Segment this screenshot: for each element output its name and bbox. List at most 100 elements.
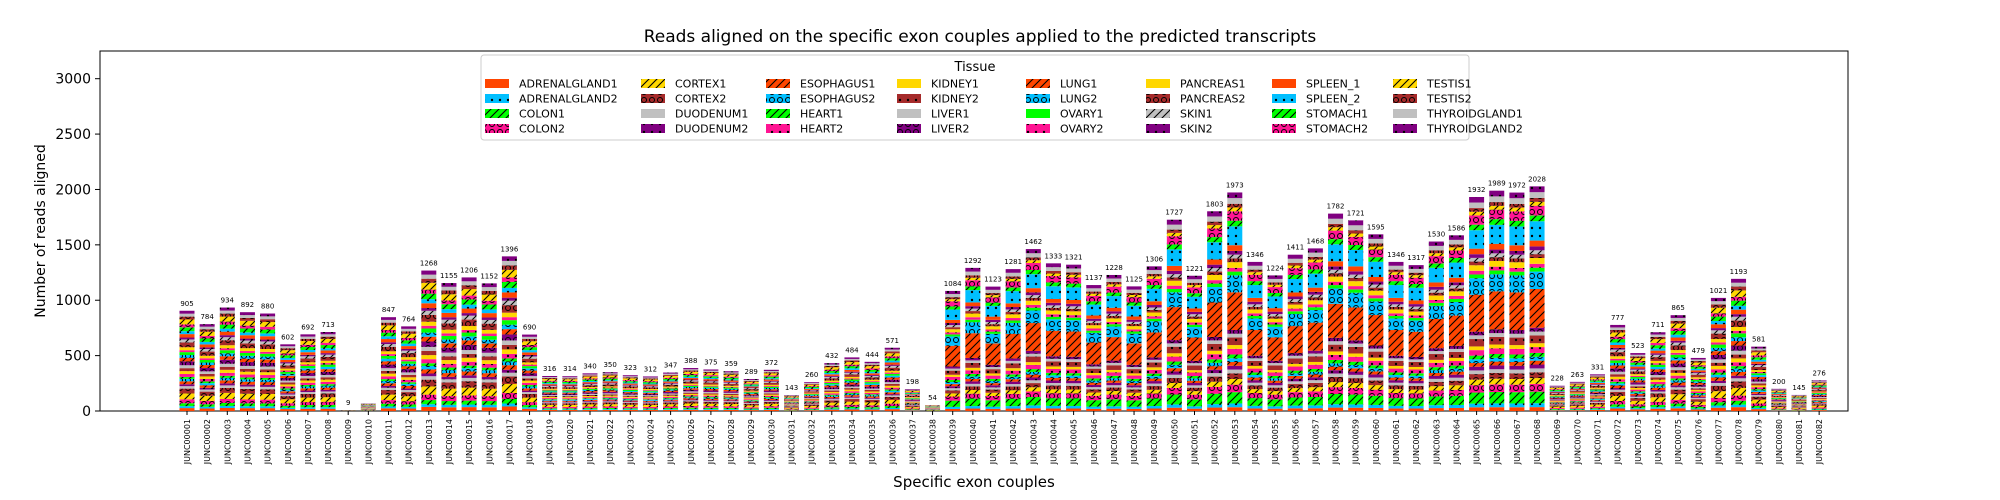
bar-segment-colon1	[1166, 394, 1182, 405]
bar-segment-kidney1	[1630, 387, 1646, 390]
bar-segment-skin1	[1690, 373, 1706, 375]
bar-segment-colon2	[1731, 395, 1747, 401]
bar-segment-colon2	[1630, 404, 1646, 407]
legend-label: OVARY1	[1060, 108, 1103, 121]
bar-JUNC00074	[1650, 332, 1666, 411]
legend-item-spleen_1: SPLEEN_1	[1272, 78, 1360, 91]
bar-segment-adrenalgland2	[1731, 404, 1747, 408]
bar-segment-liver2	[824, 387, 840, 390]
bar-segment-cortex2	[1348, 378, 1364, 384]
bar-segment-adrenalgland2	[1066, 405, 1082, 409]
bar-segment-heart2	[1388, 368, 1404, 373]
bar-segment-duodenum2	[1247, 380, 1263, 383]
bar-total-label: 523	[1631, 342, 1644, 350]
bar-segment-colon2	[1408, 393, 1424, 399]
bar-segment-kidney2	[1005, 363, 1021, 369]
bar-segment-duodenum2	[1025, 377, 1041, 381]
bar-total-label: 1193	[1730, 268, 1748, 276]
bar-segment-lung1	[1408, 331, 1424, 357]
bar-segment-thyroidgland2	[501, 256, 517, 261]
bar-total-label: 444	[865, 351, 879, 359]
bar-segment-spleen_1	[1650, 350, 1666, 354]
bar-segment-ovary1	[1811, 393, 1827, 394]
bar-segment-skin1	[1469, 257, 1485, 262]
bar-segment-ovary1	[280, 371, 296, 374]
legend-item-testis1: TESTIS1	[1393, 78, 1472, 91]
bar-segment-liver2	[1489, 329, 1505, 334]
legend-item-colon2: COLON2	[485, 123, 565, 136]
bar-segment-liver2	[421, 341, 437, 347]
bar-segment-heart1	[884, 389, 900, 391]
bar-segment-testis1	[1408, 275, 1424, 278]
bar-segment-stomach1	[441, 304, 457, 310]
bar-segment-heart1	[703, 396, 719, 398]
bar-segment-spleen_1	[804, 388, 820, 390]
bar-segment-cortex1	[1247, 389, 1263, 394]
bar-segment-testis2	[1207, 221, 1223, 226]
bar-segment-colon2	[1610, 400, 1626, 405]
bar-segment-ovary1	[642, 390, 658, 392]
bar-segment-testis1	[1227, 207, 1243, 212]
bar-segment-spleen_1	[1489, 243, 1505, 250]
bar-segment-heart2	[239, 374, 255, 378]
bar-segment-duodenum1	[179, 386, 195, 389]
x-tick-label: JUNC00003	[223, 419, 232, 465]
bar-segment-adrenalgland2	[1710, 405, 1726, 408]
bar-segment-esophagus1	[1428, 373, 1444, 376]
bar-segment-pancreas2	[763, 382, 779, 385]
bar-JUNC00028	[723, 371, 739, 411]
bar-segment-pancreas1	[1207, 274, 1223, 281]
bar-JUNC00012	[401, 326, 417, 411]
bar-segment-cortex1	[1328, 382, 1344, 388]
bar-segment-adrenalgland1	[622, 409, 638, 411]
bar-segment-heart2	[1751, 387, 1767, 390]
bar-segment-heart1	[441, 367, 457, 371]
bar-total-label: 1228	[1105, 264, 1123, 272]
bar-segment-lung2	[622, 391, 638, 393]
bar-segment-adrenalgland2	[642, 409, 658, 410]
bar-segment-esophagus1	[824, 396, 840, 399]
bar-segment-esophagus1	[1751, 391, 1767, 394]
bar-segment-cortex2	[1066, 385, 1082, 390]
bar-segment-colon2	[1166, 387, 1182, 395]
bar-segment-adrenalgland1	[884, 409, 900, 411]
bar-segment-kidney1	[1247, 366, 1263, 369]
bar-segment-skin1	[743, 388, 759, 390]
bar-segment-kidney2	[844, 388, 860, 390]
bar-segment-cortex2	[683, 401, 699, 404]
bar-segment-cortex1	[824, 402, 840, 406]
bar-segment-testis2	[602, 374, 618, 376]
bar-segment-testis1	[1207, 225, 1223, 229]
bar-segment-pancreas1	[1529, 258, 1545, 264]
bar-segment-liver1	[703, 392, 719, 394]
bar-segment-thyroidgland1	[582, 374, 598, 376]
bar-segment-skin2	[461, 313, 477, 316]
bar-segment-kidney2	[300, 378, 316, 381]
bar-JUNC00061	[1388, 261, 1404, 411]
bar-segment-esophagus1	[1126, 383, 1142, 386]
bar-segment-heart1	[461, 365, 477, 369]
bar-segment-colon1	[1267, 399, 1283, 407]
bar-segment-heart1	[1388, 372, 1404, 376]
bar-segment-liver2	[1368, 345, 1384, 349]
bar-total-label: 1462	[1024, 238, 1042, 246]
bar-JUNC00042	[1005, 269, 1021, 411]
bar-segment-pancreas2	[1811, 390, 1827, 392]
bar-segment-adrenalgland1	[1811, 410, 1827, 411]
bar-segment-skin2	[320, 353, 336, 355]
bar-segment-stomach1	[239, 328, 255, 333]
bar-segment-thyroidgland2	[1267, 275, 1283, 279]
bar-segment-cortex1	[1045, 389, 1061, 394]
bar-total-label: 1468	[1306, 237, 1324, 245]
bar-total-label: 1123	[984, 276, 1002, 284]
x-tick-label: JUNC00008	[324, 419, 333, 465]
bar-segment-esophagus2	[1428, 370, 1444, 374]
bar-segment-liver1	[260, 366, 276, 370]
bar-segment-heart1	[401, 382, 417, 384]
bar-segment-adrenalgland1	[1610, 408, 1626, 411]
bar-segment-thyroidgland2	[844, 357, 860, 359]
bar-segment-skin2	[965, 306, 981, 309]
bar-JUNC00054	[1247, 261, 1263, 411]
bar-segment-ovary1	[461, 332, 477, 337]
bar-JUNC00008	[320, 332, 336, 411]
